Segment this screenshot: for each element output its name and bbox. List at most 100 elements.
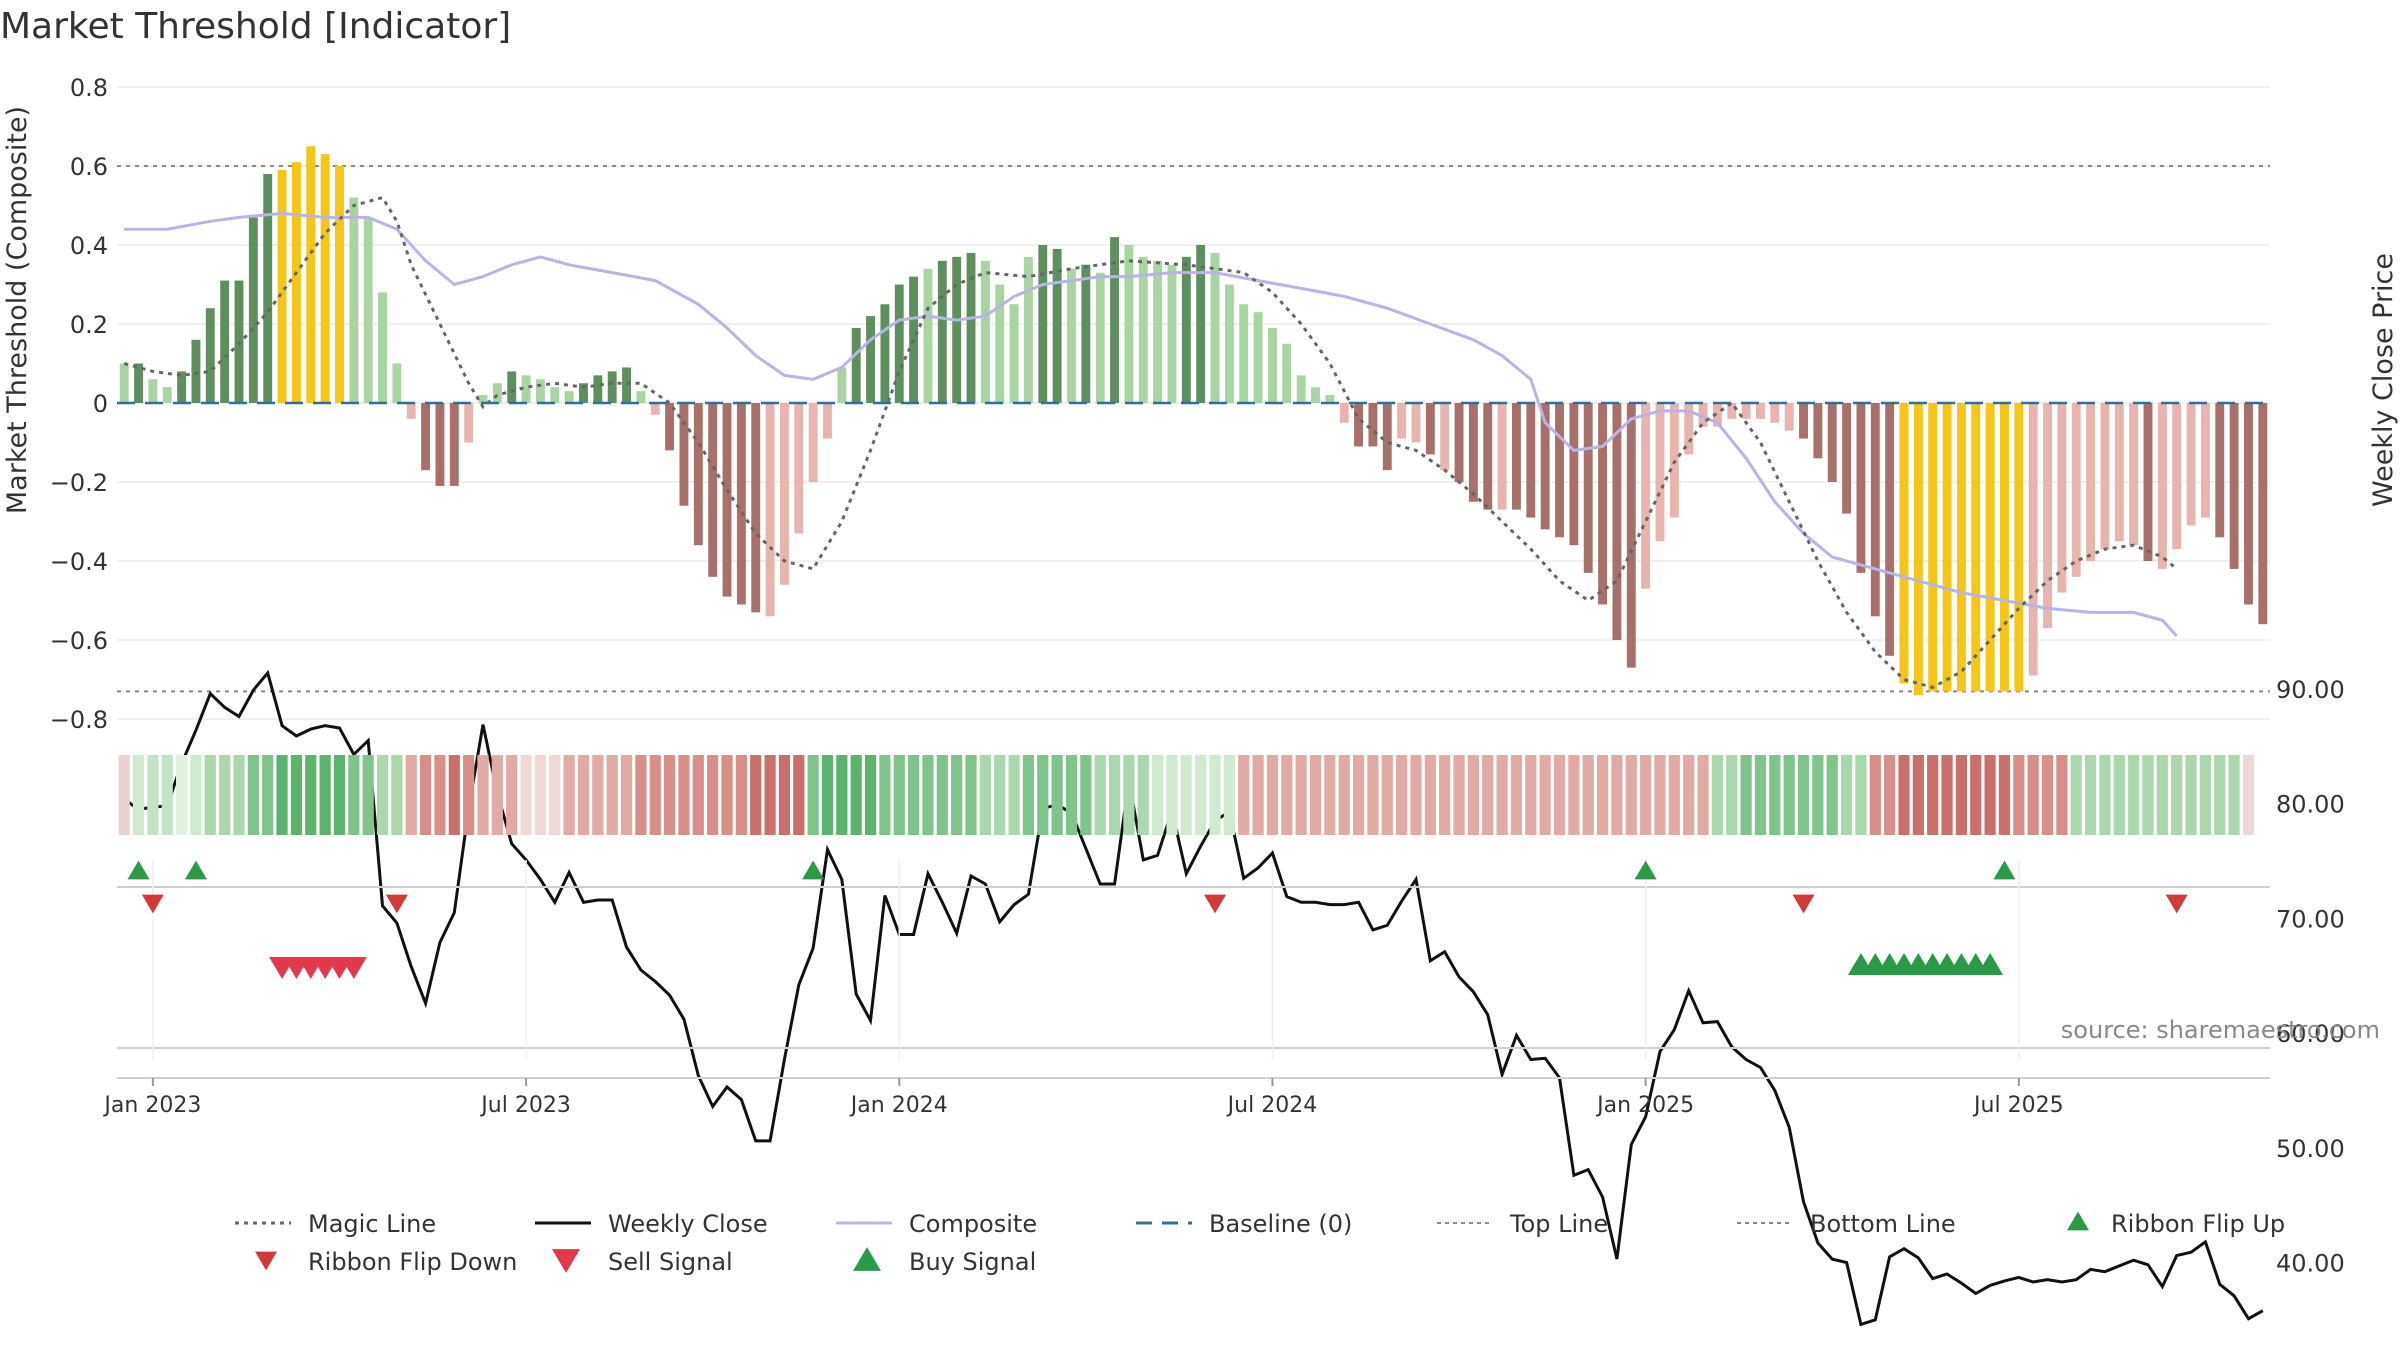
ribbon-cell (219, 755, 231, 835)
ribbon-cell (951, 755, 963, 835)
composite-bar (1282, 343, 1292, 403)
ribbon-cell (2056, 755, 2068, 835)
ribbon-cell (1324, 755, 1336, 835)
composite-bar (765, 403, 775, 617)
composite-bar (1799, 403, 1808, 439)
ribbon-cell (1898, 755, 1910, 835)
composite-bar (1382, 403, 1392, 471)
ribbon-cell (1266, 755, 1279, 835)
composite-bar (1956, 403, 1966, 692)
composite-bar (1038, 245, 1048, 403)
ribbon-cell (1051, 755, 1063, 835)
ribbon-cell (908, 755, 920, 835)
ribbon-cell (764, 755, 776, 835)
composite-bar (1440, 403, 1450, 471)
ribbon-cell (1869, 755, 1881, 835)
composite-bar (1598, 403, 1608, 605)
ribbon-cell (1840, 755, 1853, 835)
ribbon-cell (577, 755, 590, 835)
ribbon-cell (2185, 755, 2197, 835)
ribbon-cell (1611, 755, 1623, 835)
legend-label: Buy Signal (909, 1248, 1036, 1276)
composite-bar (708, 403, 718, 577)
ribbon-cell (362, 755, 374, 835)
ribbon-cell (534, 755, 547, 835)
composite-bar (363, 217, 373, 403)
composite-bar (1971, 403, 1981, 692)
legend-label: Bottom Line (1810, 1210, 1956, 1238)
ribbon-cell (1568, 755, 1580, 835)
ribbon-cell (1654, 755, 1666, 835)
y-axis-label: Market Threshold (Composite) (2, 106, 33, 514)
ribbon-strip (118, 755, 2255, 835)
composite-bar (349, 197, 359, 403)
ribbon-cell (2013, 755, 2025, 835)
ribbon-cell (1640, 755, 1652, 835)
composite-bar (2114, 403, 2124, 542)
composite-bar (1253, 312, 1263, 403)
ribbon-cell (132, 755, 145, 835)
composite-bar (478, 395, 488, 403)
ribbon-cell (290, 755, 303, 835)
ribbon-cell (118, 755, 130, 835)
legend-symbol (255, 1251, 277, 1271)
composite-bar (923, 268, 933, 403)
legend-label: Ribbon Flip Up (2111, 1210, 2285, 1238)
composite-bar (665, 403, 675, 451)
legend-label: Top Line (1509, 1210, 1608, 1238)
composite-bar (779, 403, 789, 585)
composite-bar (1124, 245, 1134, 403)
composite-bar (1784, 403, 1794, 431)
composite-bar (1727, 403, 1737, 419)
ribbon-cell (204, 755, 216, 835)
composite-bar (937, 260, 947, 403)
y-tick-label: 0.2 (70, 311, 108, 339)
composite-bar (622, 367, 631, 403)
composite-bar (1009, 304, 1019, 403)
ribbon-cell (2142, 755, 2154, 835)
y2-tick-label: 50.00 (2276, 1135, 2345, 1163)
buy-signal-marker (1977, 952, 2004, 976)
ribbon-cell (850, 755, 862, 835)
ribbon-cell (1496, 755, 1508, 835)
ribbon-cell (793, 755, 805, 835)
composite-bar (679, 403, 689, 506)
composite-bar (952, 256, 962, 403)
ribbon-cell (147, 755, 159, 835)
composite-bar (1354, 403, 1364, 447)
ribbon-cell (319, 755, 331, 835)
ribbon-cell (448, 755, 460, 835)
ribbon-cell (2128, 755, 2140, 835)
composite-bar (837, 367, 847, 403)
ribbon-cell (233, 755, 245, 835)
ribbon-cell (1510, 755, 1523, 835)
ribbon-cell (807, 755, 819, 835)
ribbon-cell (2171, 755, 2183, 835)
composite-bar (1239, 304, 1249, 403)
composite-bar (1081, 264, 1091, 403)
composite-bar (2129, 403, 2139, 546)
composite-bar (1569, 403, 1579, 546)
composite-bar (2157, 403, 2167, 569)
ribbon-cell (1080, 755, 1092, 835)
y-tick-label: 0.8 (70, 74, 108, 102)
ribbon-flip-down-marker (141, 894, 164, 914)
composite-bar (2057, 403, 2067, 593)
ribbon-cell (2099, 755, 2111, 835)
y2-tick-label: 70.00 (2276, 905, 2345, 933)
legend-symbol (853, 1247, 881, 1271)
composite-bar (2229, 403, 2239, 569)
weekly-close-line (123, 669, 2264, 1327)
ribbon-cell (1065, 755, 1078, 835)
ribbon-cell (606, 755, 618, 835)
ribbon-cell (276, 755, 288, 835)
composite-bar (1181, 256, 1191, 403)
ribbon-cell (463, 755, 475, 835)
ribbon-cell (1338, 755, 1350, 835)
ribbon-cell (1410, 755, 1422, 835)
ribbon-cell (1553, 755, 1566, 835)
ribbon-cell (1998, 755, 2011, 835)
ribbon-cell (1582, 755, 1594, 835)
ribbon-flip-down-marker (1204, 894, 1227, 914)
composite-bar (1095, 272, 1105, 403)
